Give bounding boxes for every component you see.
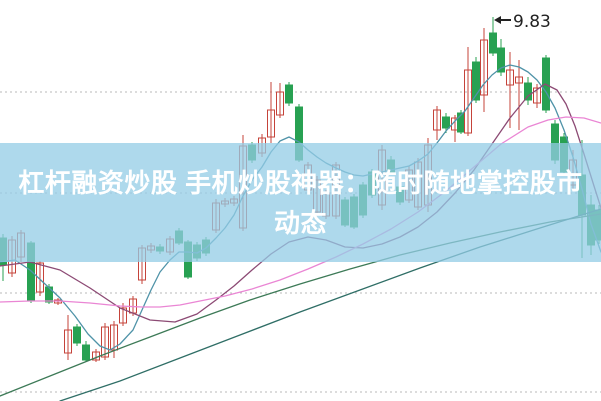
candle-body-up (267, 109, 275, 138)
headline-line-2: 动态 (273, 207, 327, 238)
candle-body-up (64, 329, 72, 354)
annotation-arrowhead (494, 16, 501, 24)
headline-line-1: 杠杆融资炒股 手机炒股神器：随时随地掌控股市 (18, 167, 583, 198)
candle-body-up (533, 87, 541, 104)
candle-body-down (285, 84, 293, 104)
candle-body-up (480, 39, 488, 96)
candle-body-down (472, 61, 480, 101)
candle-body-down (442, 116, 450, 129)
candle-body-down (497, 47, 505, 73)
candle-body-down (82, 344, 90, 361)
candle-body-down (73, 326, 81, 344)
candle-body-up (36, 262, 44, 293)
annotation-label: 9.83 (513, 12, 551, 32)
headline-band (0, 143, 601, 262)
candle-body-up (506, 69, 514, 86)
candle-body-up (276, 91, 284, 116)
candle-body-up (515, 76, 523, 84)
ma-long-pink (0, 116, 601, 308)
candle-body-up (433, 109, 441, 131)
candle-body-down (489, 32, 497, 54)
candle-body-down (524, 82, 532, 101)
candle-body-up (119, 307, 127, 324)
price-annotation: 9.83 (494, 12, 551, 32)
headline: 杠杆融资炒股 手机炒股神器：随时随地掌控股市 动态 (0, 143, 601, 262)
candle-body-up (101, 326, 109, 358)
